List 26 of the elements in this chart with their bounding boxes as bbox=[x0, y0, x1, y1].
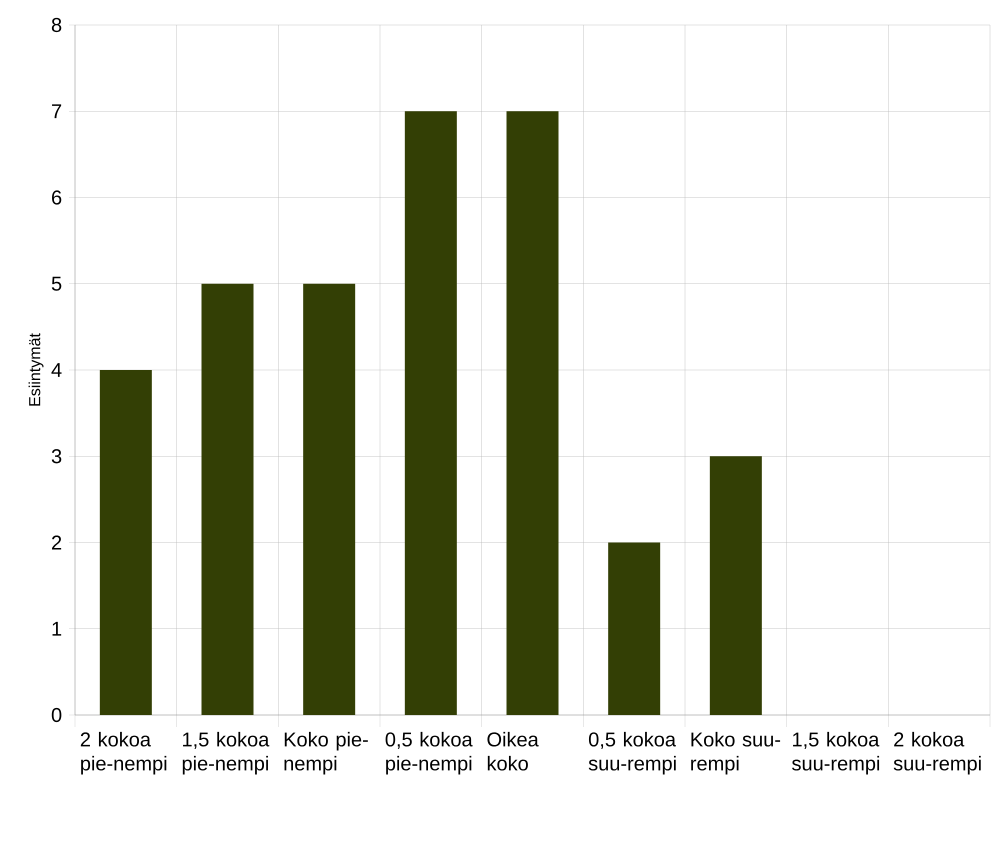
y-tick-label: 7 bbox=[52, 104, 62, 118]
x-tick-label: 2 kokoa pie-nempi bbox=[80, 732, 166, 775]
bar bbox=[710, 456, 762, 715]
y-tick-label: 0 bbox=[52, 708, 62, 722]
bar bbox=[506, 111, 559, 715]
y-axis-title: Esiintymät bbox=[28, 333, 44, 406]
y-tick-label: 5 bbox=[52, 276, 62, 291]
x-tick-label: 1,5 kokoa suu-rempi bbox=[792, 732, 880, 775]
x-tick-label: Koko suu-rempi bbox=[691, 732, 780, 775]
y-tick-label: 1 bbox=[52, 622, 62, 636]
bar bbox=[100, 370, 152, 715]
bar bbox=[202, 284, 254, 715]
y-tick-label: 2 bbox=[52, 536, 62, 550]
y-tick-label: 8 bbox=[52, 18, 62, 32]
bar bbox=[303, 284, 356, 715]
x-tick-label: 0,5 kokoa suu-rempi bbox=[588, 732, 676, 775]
bar bbox=[404, 111, 457, 715]
y-tick-label: 3 bbox=[52, 449, 62, 464]
x-tick-label: 2 kokoa suu-rempi bbox=[894, 732, 981, 775]
y-tick-label: 6 bbox=[52, 190, 62, 205]
x-tick-label: 0,5 kokoa pie-nempi bbox=[386, 732, 473, 775]
x-tick-label: 1,5 kokoa pie-nempi bbox=[182, 732, 270, 775]
x-tick-label: Koko pie-nempi bbox=[284, 732, 368, 775]
y-tick-label: 4 bbox=[51, 363, 62, 377]
bar bbox=[608, 542, 660, 715]
x-tick-label: Oikea koko bbox=[487, 732, 539, 771]
